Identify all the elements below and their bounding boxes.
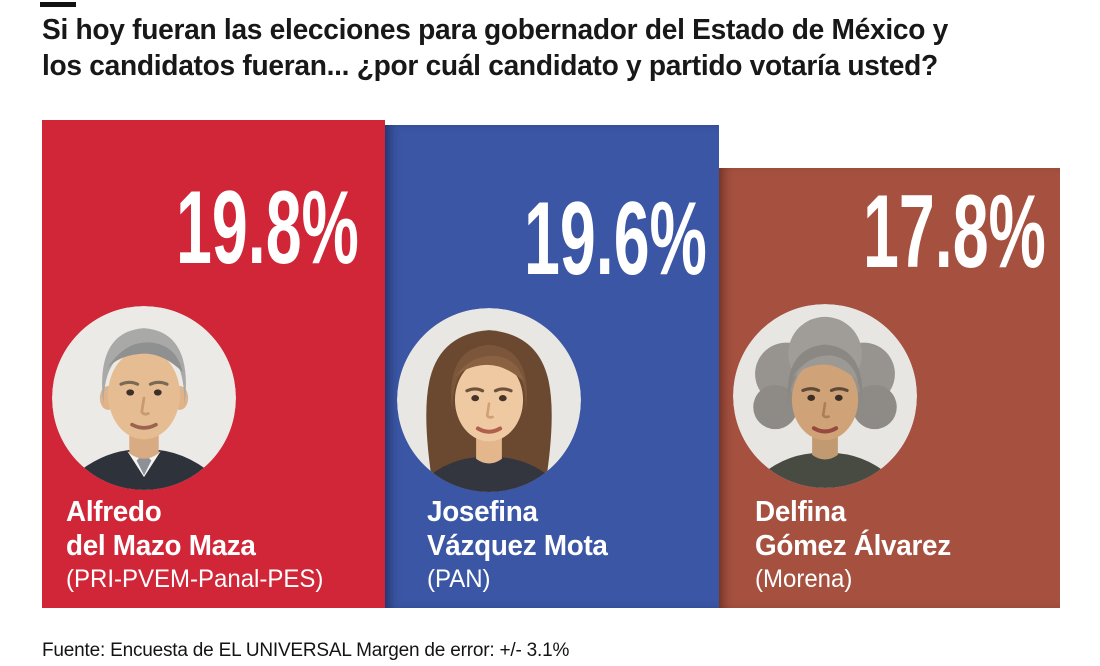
- candidate-party: (PRI-PVEM-Panal-PES): [66, 565, 324, 593]
- candidate-party: (PAN): [427, 565, 491, 593]
- candidate-first-name: Alfredo: [66, 496, 162, 528]
- candidate-last-name: Gómez Álvarez: [755, 530, 951, 562]
- candidate-last-name: Vázquez Mota: [427, 530, 608, 562]
- candidate-last-name: del Mazo Maza: [66, 530, 256, 562]
- candidate-first-name: Josefina: [427, 496, 538, 528]
- candidate-photo-alfredo: [52, 306, 236, 490]
- candidate-photo-josefina: [397, 308, 581, 492]
- candidate-name-block: Delfina Gómez Álvarez (Morena): [755, 495, 951, 595]
- title-line-2: los candidatos fueran... ¿por cuál candi…: [42, 50, 938, 82]
- bar-alfredo-del-mazo: 19.8%: [42, 120, 385, 608]
- percent-label: 19.6%: [524, 181, 707, 297]
- percent-label: 17.8%: [863, 174, 1046, 290]
- candidate-first-name: Delfina: [755, 496, 846, 528]
- avatar-woman-gray-curly-hair-icon: [733, 304, 917, 488]
- candidate-name-block: Josefina Vázquez Mota (PAN): [427, 495, 608, 595]
- bar-delfina-gomez-alvarez: 17.8%: [719, 168, 1060, 608]
- top-dash-rule: [40, 2, 76, 7]
- bar-josefina-vazquez-mota: 19.6%: [385, 125, 719, 608]
- percent-label: 19.8%: [176, 170, 359, 286]
- page-title: Si hoy fueran las elecciones para gobern…: [42, 12, 1070, 84]
- title-line-1: Si hoy fueran las elecciones para gobern…: [42, 14, 948, 46]
- avatar-woman-brown-hair-icon: [397, 308, 581, 492]
- candidate-name-block: Alfredo del Mazo Maza (PRI-PVEM-Panal-PE…: [66, 495, 323, 595]
- source-note: Fuente: Encuesta de EL UNIVERSAL Margen …: [42, 640, 570, 661]
- candidate-photo-delfina: [733, 304, 917, 488]
- avatar-man-gray-hair-icon: [52, 306, 236, 490]
- candidate-party: (Morena): [755, 565, 853, 593]
